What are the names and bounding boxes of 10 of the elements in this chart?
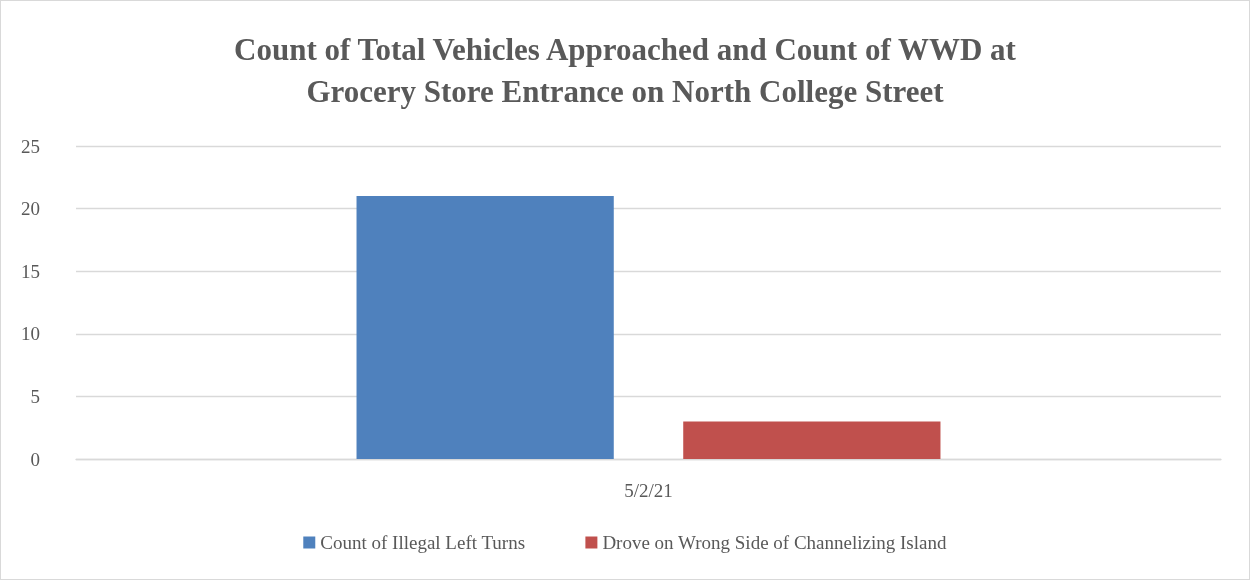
y-tick-label: 15	[21, 260, 40, 282]
legend-label: Drove on Wrong Side of Channelizing Island	[602, 532, 947, 553]
y-tick-label: 10	[21, 323, 40, 345]
y-tick-label: 25	[21, 135, 40, 157]
legend-label: Count of Illegal Left Turns	[320, 532, 526, 553]
chart-title: Count of Total Vehicles Approached and Count of WWD at Grocery Store Entrance on North College Street	[234, 31, 1017, 109]
y-tick-label: 5	[30, 385, 40, 407]
x-tick-label: 5/2/21	[624, 480, 673, 501]
y-tick-label: 0	[30, 448, 40, 470]
y-tick-label: 20	[21, 198, 40, 220]
